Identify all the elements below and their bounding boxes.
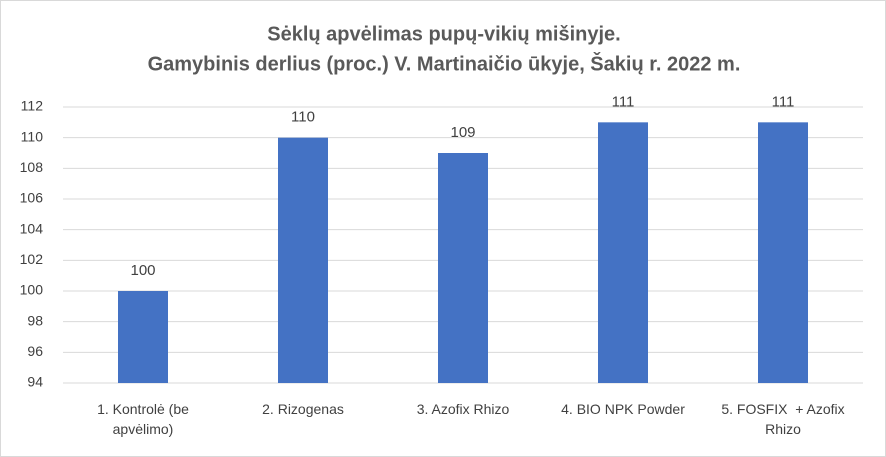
x-tick-label: 3. Azofix Rhizo [416, 401, 510, 417]
data-label: 110 [291, 109, 315, 126]
x-tick-label: 5. FOSFIX + Azofix Rhizo [721, 401, 849, 437]
y-tick-label: 108 [20, 159, 44, 175]
x-tick-label: 1. Kontrolė (be apvėlimo) [97, 401, 193, 437]
bar [278, 137, 328, 383]
y-tick-label: 96 [27, 343, 43, 359]
chart-title: Sėklų apvėlimas pupų-vikių mišinyje. [267, 23, 620, 45]
y-tick-label: 106 [20, 190, 44, 206]
chart-subtitle: Gamybinis derlius (proc.) V. Martinaičio… [148, 51, 741, 75]
y-tick-label: 98 [27, 312, 43, 328]
bar [758, 122, 808, 383]
x-tick-label: 4. BIO NPK Powder [561, 401, 685, 417]
bar [598, 122, 648, 383]
x-tick-label: 2. Rizogenas [262, 401, 344, 417]
y-tick-label: 110 [21, 128, 44, 144]
bar [438, 153, 488, 383]
y-tick-label: 112 [21, 98, 44, 114]
y-tick-label: 100 [20, 282, 44, 298]
y-tick-label: 102 [20, 251, 44, 267]
y-tick-label: 94 [27, 374, 43, 390]
data-label: 111 [772, 93, 795, 110]
bar [118, 291, 168, 383]
data-label: 109 [450, 124, 475, 141]
y-tick-label: 104 [20, 220, 44, 236]
data-label: 111 [612, 93, 635, 110]
data-label: 100 [130, 262, 155, 279]
